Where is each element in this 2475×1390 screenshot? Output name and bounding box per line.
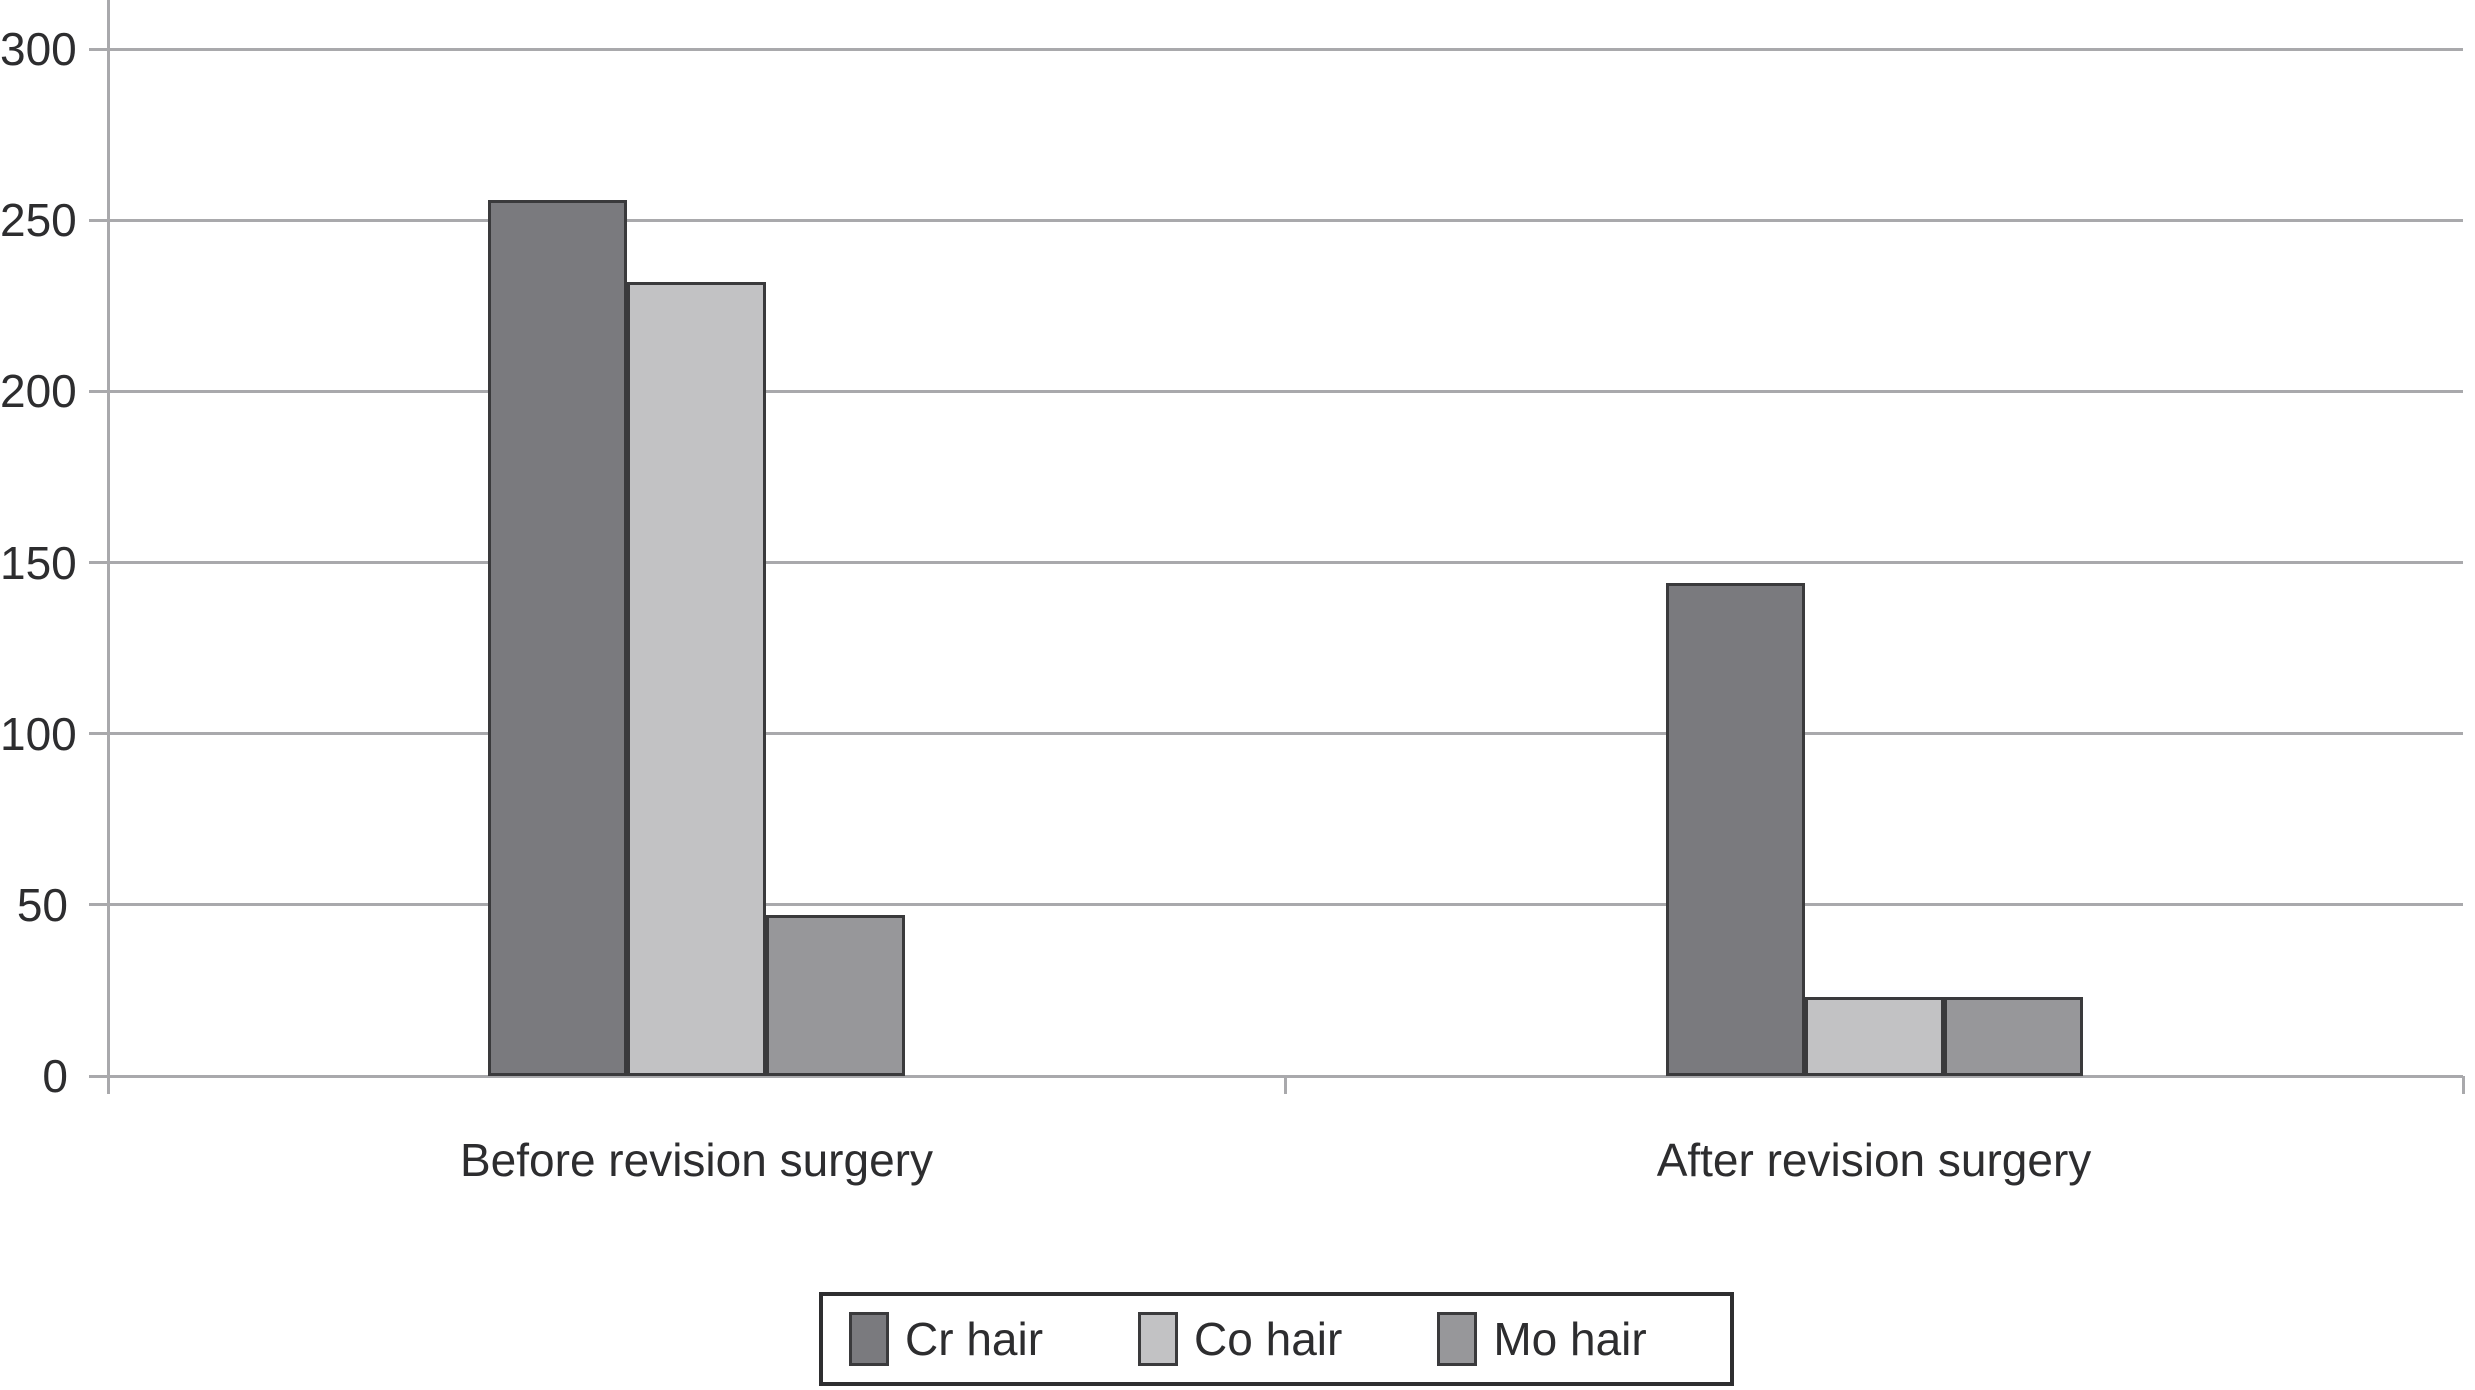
bar-mo-hair-after-revision-surgery <box>1943 997 2083 1076</box>
legend-item-mo-hair: Mo hair <box>1437 1312 1647 1366</box>
legend: Cr hair Co hair Mo hair <box>819 1292 1734 1386</box>
y-tick-label-50: 50 <box>16 878 68 931</box>
bar-co-hair-after-revision-surgery <box>1804 997 1944 1076</box>
legend-swatch-cr-hair <box>849 1312 889 1366</box>
legend-label-co-hair: Co hair <box>1194 1313 1343 1365</box>
gridline-100 <box>89 732 2463 736</box>
gridline-300 <box>89 47 2463 51</box>
y-axis-line <box>106 0 110 1094</box>
legend-label-cr-hair: Cr hair <box>905 1313 1044 1365</box>
gridline-250 <box>89 218 2463 222</box>
legend-swatch-mo-hair <box>1437 1312 1478 1366</box>
gridline-150 <box>89 561 2463 564</box>
bar-mo-hair-before-revision-surgery <box>766 915 905 1076</box>
y-tick-label-150: 150 <box>0 536 77 589</box>
gridline-200 <box>89 389 2463 393</box>
legend-swatch-co-hair <box>1138 1312 1179 1366</box>
bar-cr-hair-after-revision-surgery <box>1665 583 1805 1076</box>
legend-item-cr-hair: Cr hair <box>849 1312 1043 1366</box>
y-tick-label-100: 100 <box>0 707 77 760</box>
y-tick-label-200: 200 <box>0 365 77 418</box>
category-label-after-revision-surgery: After revision surgery <box>1656 1134 2092 1186</box>
category-label-before-revision-surgery: Before revision surgery <box>460 1134 933 1186</box>
gridline-50 <box>89 903 2463 907</box>
y-tick-label-250: 250 <box>0 194 77 247</box>
legend-item-co-hair: Co hair <box>1138 1312 1342 1366</box>
y-tick-label-300: 300 <box>0 23 77 75</box>
legend-label-mo-hair: Mo hair <box>1493 1313 1647 1365</box>
bar-co-hair-before-revision-surgery <box>627 281 766 1076</box>
bar-cr-hair-before-revision-surgery <box>488 199 627 1076</box>
category-boundary-tick-2 <box>2461 1076 2465 1094</box>
gridline-0 <box>89 1074 2463 1078</box>
y-tick-label-0: 0 <box>42 1050 68 1102</box>
category-boundary-tick-1 <box>1283 1076 1287 1094</box>
